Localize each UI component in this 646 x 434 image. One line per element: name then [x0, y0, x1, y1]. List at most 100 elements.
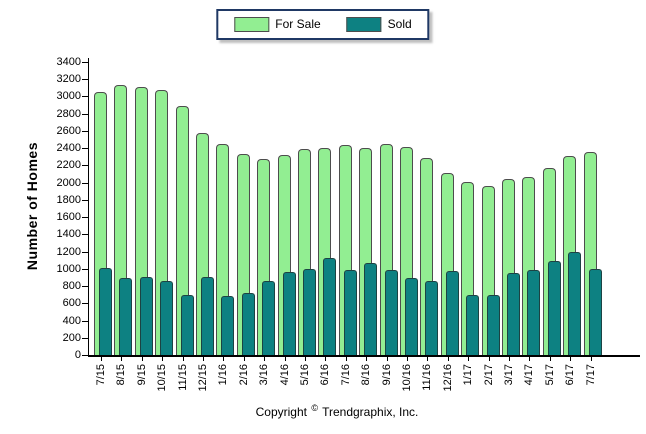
x-axis-label: 11/15 — [175, 364, 191, 391]
x-axis-label-text: 2/17 — [482, 364, 495, 386]
x-axis-tick — [284, 357, 286, 361]
y-axis-tick-label: 1200 — [56, 245, 81, 258]
sold-bar — [405, 278, 418, 355]
x-axis-label-text: 10/15 — [156, 364, 169, 392]
copyright-symbol-icon: © — [311, 403, 318, 413]
x-axis-label-text: 7/16 — [339, 364, 352, 386]
y-axis-tick-label: 200 — [62, 331, 81, 344]
x-axis-label-text: 5/17 — [543, 364, 556, 386]
x-axis-tick — [121, 357, 123, 361]
y-axis-tick-label: 1000 — [56, 262, 81, 275]
x-axis-tick — [223, 357, 225, 361]
sold-bar — [119, 278, 133, 355]
x-axis-label: 4/16 — [277, 364, 293, 385]
legend-item-for-sale: For Sale — [234, 17, 321, 32]
y-axis-tick-label: 1800 — [56, 193, 81, 206]
x-axis-label-text: 12/16 — [441, 364, 454, 392]
y-axis-tick — [82, 320, 88, 322]
x-axis-label: 12/15 — [195, 364, 211, 392]
sold-bar — [343, 269, 357, 355]
x-axis-label: 10/16 — [399, 364, 415, 392]
y-axis-tick — [82, 182, 88, 184]
x-axis-label: 7/16 — [338, 364, 354, 385]
sold-bar — [364, 262, 378, 355]
x-axis-label: 5/16 — [297, 364, 313, 385]
for-sale-swatch-icon — [234, 17, 270, 32]
x-axis-tick — [590, 357, 592, 361]
sold-bar — [99, 267, 112, 355]
x-axis-label-text: 8/15 — [115, 364, 128, 386]
y-axis-tick-label: 3000 — [56, 90, 81, 103]
x-axis-tick — [366, 357, 368, 361]
x-axis-tick — [509, 357, 510, 361]
sold-bar — [547, 261, 561, 355]
x-axis-tick — [101, 357, 102, 361]
x-axis-label-text: 10/16 — [401, 364, 413, 392]
x-axis-label: 1/16 — [215, 364, 231, 385]
y-axis-tick-label: 400 — [62, 314, 81, 327]
sold-bar — [588, 268, 602, 355]
x-axis-label: 6/17 — [562, 364, 578, 385]
sold-bar — [241, 292, 255, 355]
y-axis-tick — [82, 130, 88, 132]
x-axis-tick — [162, 357, 164, 361]
y-axis-tick — [82, 217, 88, 219]
x-axis-label-text: 11/15 — [176, 364, 189, 391]
y-axis-tick — [82, 113, 88, 115]
legend-item-sold: Sold — [346, 17, 412, 32]
x-axis-tick — [264, 357, 266, 361]
y-axis-tick-label: 2800 — [56, 107, 81, 120]
sold-bar — [282, 272, 296, 355]
y-axis-tick-label: 2000 — [56, 176, 81, 189]
x-axis-label-text: 11/16 — [421, 364, 434, 391]
x-axis-label: 11/16 — [419, 364, 435, 391]
y-axis-tick-label: 3400 — [56, 56, 81, 68]
sold-bar — [221, 295, 235, 355]
x-axis-label-text: 7/17 — [584, 364, 597, 386]
y-axis-tick — [82, 79, 88, 81]
sold-bar — [303, 268, 316, 355]
x-axis-label-text: 3/17 — [503, 364, 515, 386]
x-axis-label: 4/17 — [521, 364, 537, 385]
y-axis-tick-label: 2400 — [56, 142, 81, 155]
sold-bar — [527, 269, 541, 355]
sold-bar — [201, 277, 214, 355]
x-axis-label: 7/15 — [93, 364, 109, 385]
x-axis-tick — [447, 357, 449, 361]
y-axis-tick-label: 3200 — [56, 73, 81, 86]
sold-bar — [486, 294, 500, 355]
x-axis-label-text: 6/16 — [319, 364, 332, 386]
sold-bar — [425, 280, 439, 355]
sold-bar — [139, 277, 153, 355]
y-axis-tick — [82, 234, 88, 236]
x-axis-tick — [488, 357, 490, 361]
x-axis-label: 7/17 — [583, 364, 599, 385]
x-axis-tick — [468, 357, 470, 361]
x-axis-tick — [325, 357, 327, 361]
copyright-company: Trendgraphix, Inc. — [322, 405, 419, 419]
sold-swatch-icon — [346, 17, 382, 32]
x-axis-label-text: 1/16 — [217, 364, 230, 386]
y-axis-tick — [82, 337, 88, 339]
sold-bar — [507, 273, 520, 355]
x-axis-label: 8/16 — [358, 364, 374, 385]
x-axis-label: 2/17 — [481, 364, 497, 385]
y-axis-tick — [82, 96, 88, 98]
x-axis-tick — [345, 357, 347, 361]
y-axis-tick-label: 1400 — [56, 228, 81, 241]
x-axis-tick — [529, 357, 531, 361]
plot-area: 3400 3200 3000 2800 2600 2400 2200 2000 1800 1600… — [57, 56, 640, 392]
x-axis-tick — [182, 357, 184, 361]
x-axis-label-text: 5/16 — [299, 364, 311, 386]
x-axis-label: 3/17 — [501, 364, 517, 385]
x-axis-label-text: 8/16 — [360, 364, 373, 386]
x-axis-label: 9/16 — [379, 364, 395, 385]
sold-bar — [160, 280, 174, 355]
x-axis-label-text: 1/17 — [462, 364, 475, 386]
x-axis-tick — [305, 357, 306, 361]
x-axis-label: 10/15 — [154, 364, 170, 392]
x-axis-label: 5/17 — [542, 364, 558, 385]
x-axis-tick — [386, 357, 388, 361]
sold-bar — [180, 294, 194, 355]
